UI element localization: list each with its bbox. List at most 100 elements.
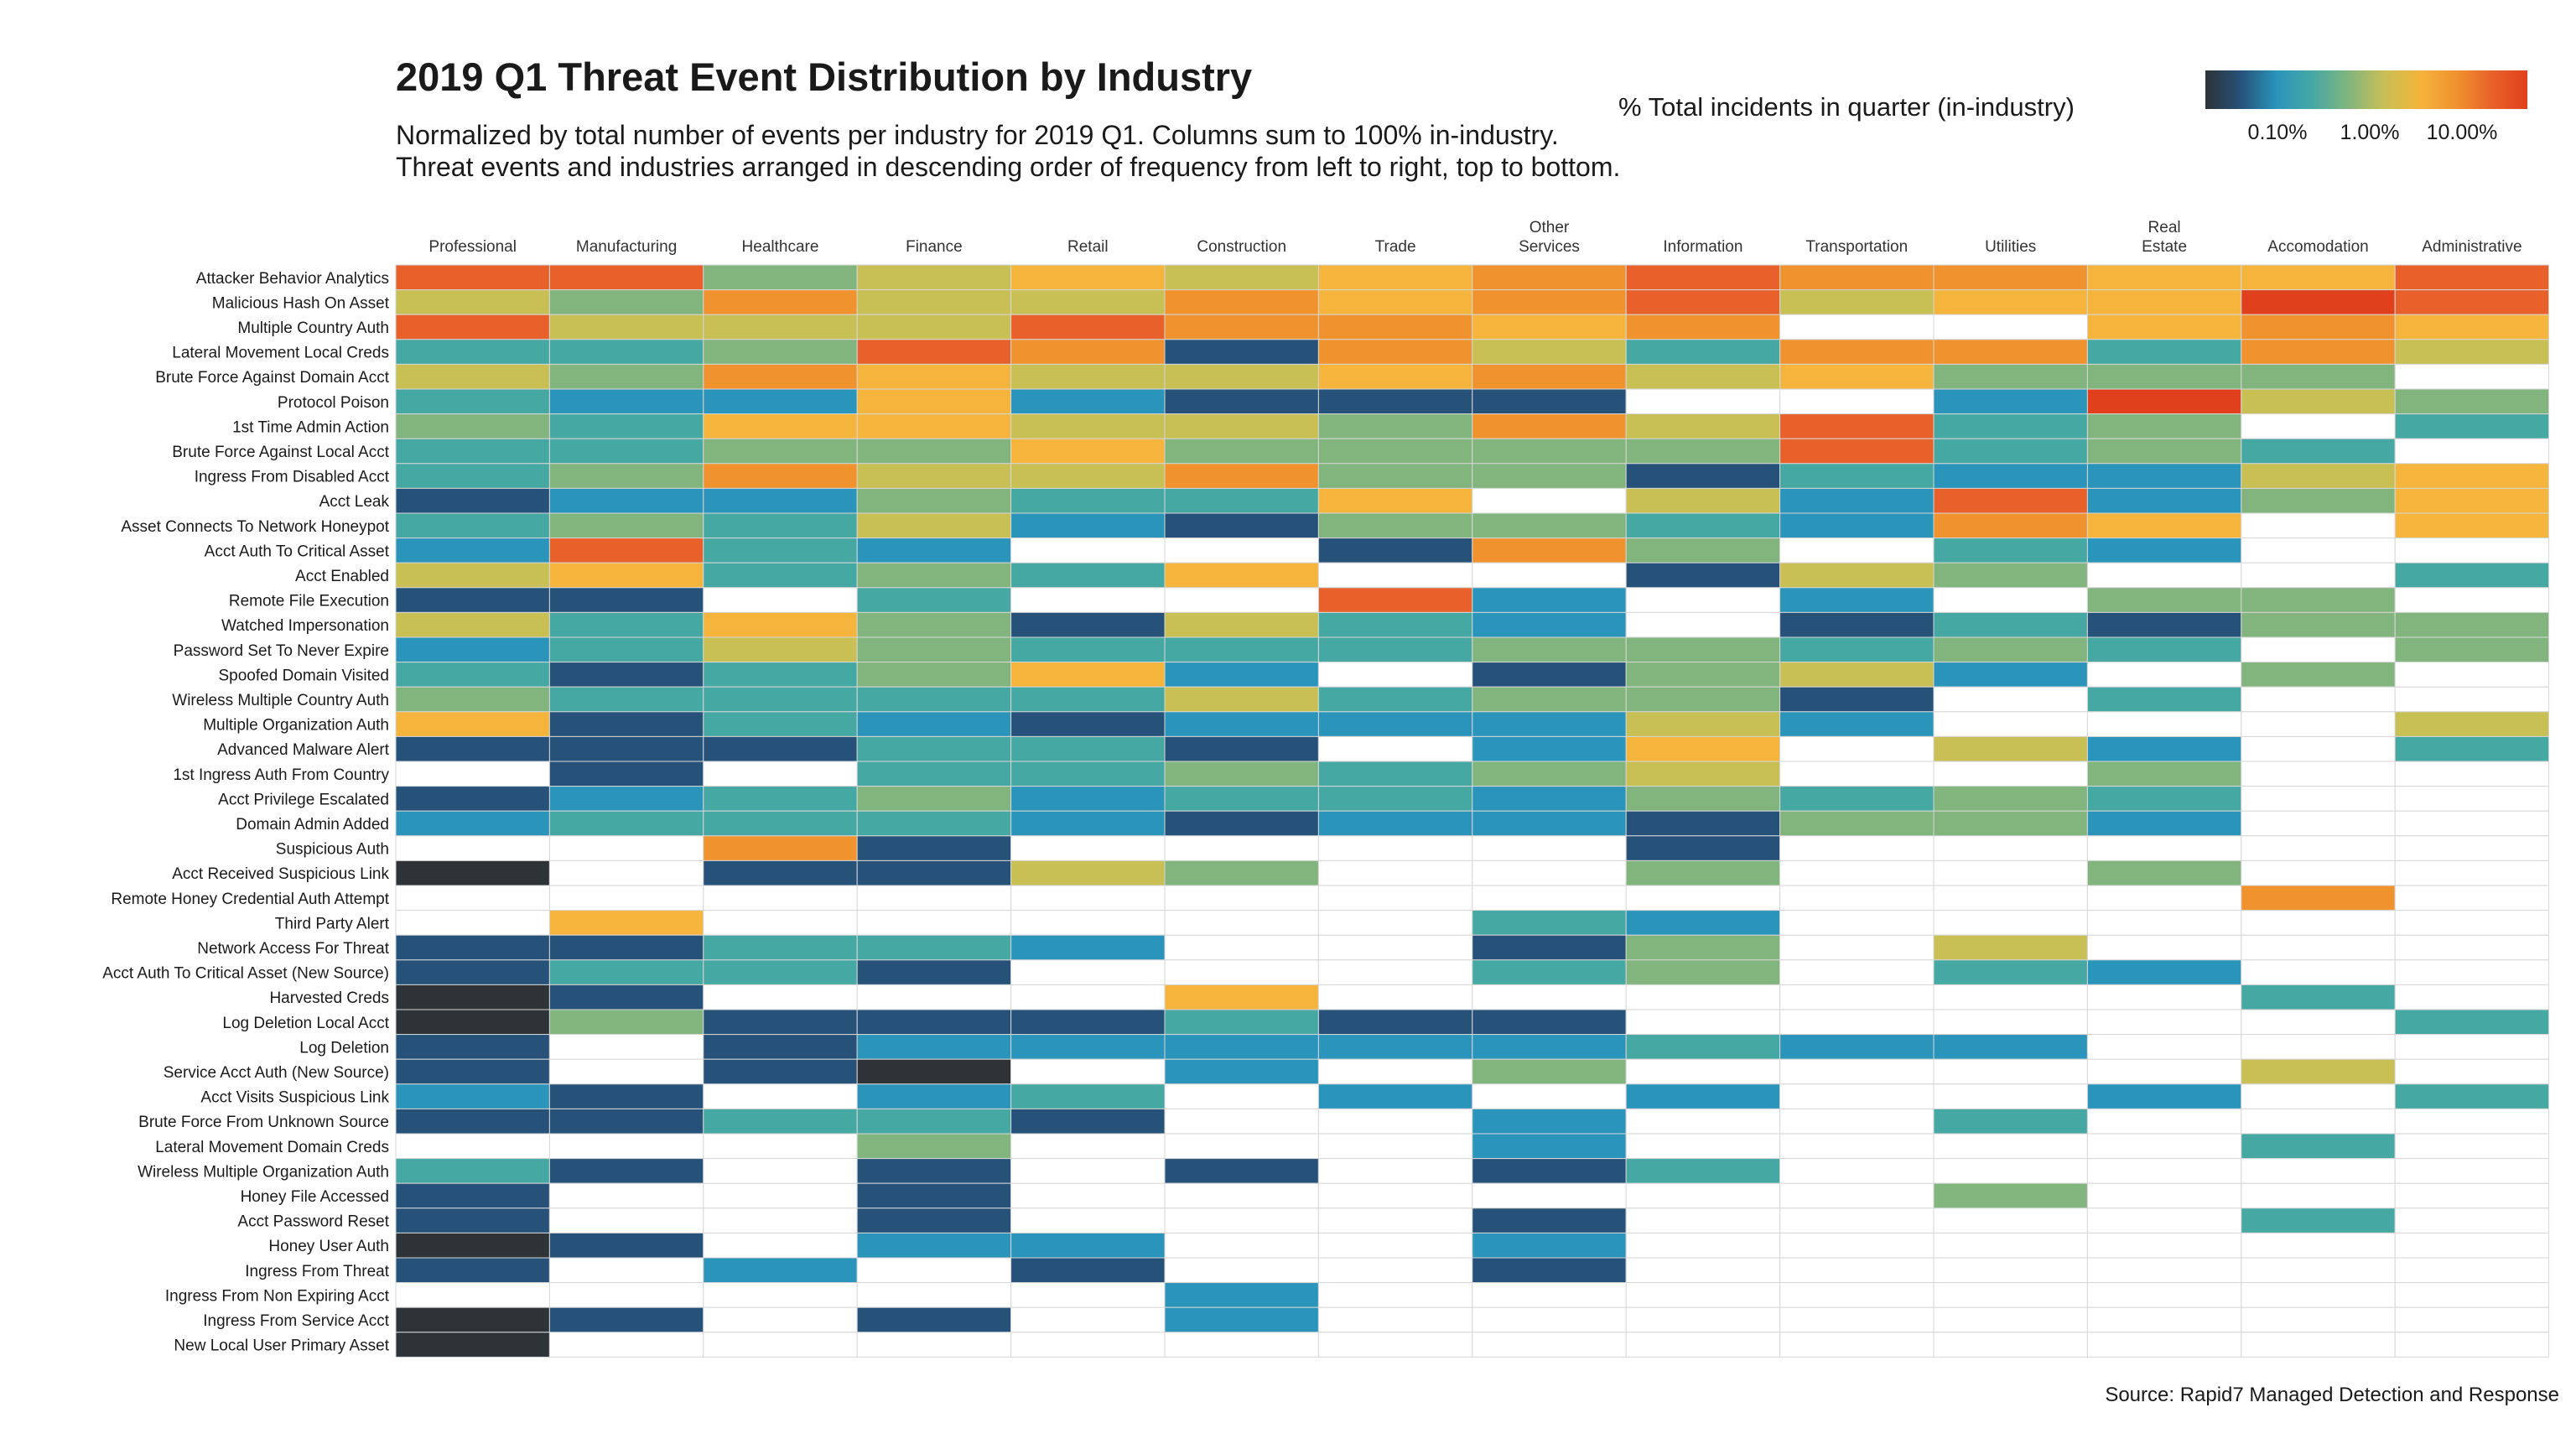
heatmap-cell xyxy=(1010,984,1166,1010)
row-label: Acct Privilege Escalated xyxy=(218,791,389,808)
heatmap-cell xyxy=(548,686,704,713)
heatmap-cell xyxy=(2394,264,2550,291)
row-label: Acct Auth To Critical Asset xyxy=(205,543,390,560)
column-label: Healthcare xyxy=(742,238,819,256)
heatmap-cell xyxy=(1933,711,2088,737)
heatmap-cell xyxy=(2394,1182,2550,1209)
row-label: Brute Force Against Local Acct xyxy=(172,444,389,461)
heatmap-cell xyxy=(1164,1282,1319,1308)
legend-tick-high: 10.00% xyxy=(2426,121,2498,144)
heatmap-cell xyxy=(1164,1158,1319,1184)
heatmap-cell xyxy=(2241,1257,2396,1284)
heatmap-cell xyxy=(2394,761,2550,787)
heatmap-cell xyxy=(856,885,1012,911)
heatmap-cell xyxy=(2086,835,2242,861)
heatmap-cell xyxy=(2394,339,2550,365)
heatmap-cell xyxy=(856,538,1012,564)
heatmap-cell xyxy=(1317,339,1473,365)
heatmap-cell xyxy=(2241,587,2396,613)
heatmap-cell xyxy=(1164,1133,1319,1160)
heatmap-cell xyxy=(1010,1332,1166,1358)
heatmap-cell xyxy=(2086,1108,2242,1135)
heatmap-cell xyxy=(1779,761,1935,787)
heatmap-cell xyxy=(856,810,1012,837)
heatmap-cell xyxy=(1779,786,1935,812)
heatmap-cell xyxy=(703,1034,858,1060)
heatmap-cell xyxy=(703,910,858,936)
heatmap-cell xyxy=(1933,562,2088,589)
heatmap-cell xyxy=(548,885,704,911)
heatmap-cell xyxy=(2394,984,2550,1010)
heatmap-cell xyxy=(1933,934,2088,961)
row-label: Ingress From Service Acct xyxy=(203,1312,389,1330)
heatmap-cell xyxy=(1933,1034,2088,1060)
heatmap-cell xyxy=(1625,463,1781,489)
heatmap-cell xyxy=(1625,1306,1781,1333)
heatmap-cell xyxy=(2394,512,2550,539)
heatmap-cell xyxy=(395,860,550,886)
heatmap-cell xyxy=(1625,363,1781,390)
heatmap-cell xyxy=(548,413,704,439)
heatmap-cell xyxy=(1625,1009,1781,1036)
heatmap-cell xyxy=(703,1108,858,1135)
heatmap-cell xyxy=(395,538,550,564)
heatmap-cell xyxy=(2394,885,2550,911)
heatmap-cell xyxy=(2086,562,2242,589)
heatmap-cell xyxy=(2086,538,2242,564)
heatmap-cell xyxy=(1317,662,1473,688)
heatmap-cell xyxy=(1625,1034,1781,1060)
heatmap-cell xyxy=(1779,1282,1935,1308)
heatmap-cell xyxy=(2086,1058,2242,1085)
heatmap-cell xyxy=(856,289,1012,315)
column-label: Professional xyxy=(428,238,517,256)
heatmap-cell xyxy=(856,413,1012,439)
heatmap-cell xyxy=(2241,810,2396,837)
heatmap-cell xyxy=(2241,1034,2396,1060)
heatmap-cell xyxy=(2241,1009,2396,1036)
heatmap-cell xyxy=(548,611,704,638)
heatmap-cell xyxy=(1779,264,1935,291)
heatmap-cell xyxy=(856,1158,1012,1184)
heatmap-cell xyxy=(1472,1282,1627,1308)
heatmap-cell xyxy=(1010,786,1166,812)
heatmap-cell xyxy=(1933,1257,2088,1284)
heatmap-cell xyxy=(2086,1133,2242,1160)
heatmap-cell xyxy=(395,662,550,688)
heatmap-cell xyxy=(703,735,858,762)
row-label: Honey File Accessed xyxy=(241,1188,389,1206)
heatmap-cell xyxy=(1933,662,2088,688)
heatmap-cell xyxy=(1472,512,1627,539)
heatmap-cell xyxy=(2394,1232,2550,1259)
heatmap-cell xyxy=(2394,662,2550,688)
heatmap-cell xyxy=(1625,761,1781,787)
heatmap-cell xyxy=(1010,761,1166,787)
heatmap-cell xyxy=(1472,735,1627,762)
row-label: Log Deletion Local Acct xyxy=(222,1015,389,1032)
column-label: Retail xyxy=(1067,238,1109,256)
heatmap-cell xyxy=(395,1332,550,1358)
heatmap-cell xyxy=(1164,1182,1319,1209)
heatmap-cell xyxy=(1933,1158,2088,1184)
heatmap-cell xyxy=(1625,686,1781,713)
row-label: New Local User Primary Asset xyxy=(174,1337,389,1355)
heatmap-cell xyxy=(703,1232,858,1259)
heatmap-cell xyxy=(2086,934,2242,961)
heatmap-cell xyxy=(395,984,550,1010)
heatmap-cell xyxy=(1472,1257,1627,1284)
heatmap-cell xyxy=(703,1009,858,1036)
heatmap-cell xyxy=(703,538,858,564)
heatmap-cell xyxy=(1472,538,1627,564)
heatmap-cell xyxy=(1010,487,1166,514)
heatmap-cell xyxy=(856,1108,1012,1135)
heatmap-cell xyxy=(2394,413,2550,439)
heatmap-cell xyxy=(1317,1083,1473,1109)
heatmap-cell xyxy=(703,289,858,315)
heatmap-cell xyxy=(1472,910,1627,936)
heatmap-cell xyxy=(2241,1182,2396,1209)
heatmap-cell xyxy=(395,1306,550,1333)
row-label: Acct Visits Suspicious Link xyxy=(200,1089,389,1107)
heatmap-cell xyxy=(548,1232,704,1259)
row-label: Protocol Poison xyxy=(278,394,389,412)
row-label: Acct Received Suspicious Link xyxy=(172,865,389,883)
heatmap-cell xyxy=(2086,289,2242,315)
